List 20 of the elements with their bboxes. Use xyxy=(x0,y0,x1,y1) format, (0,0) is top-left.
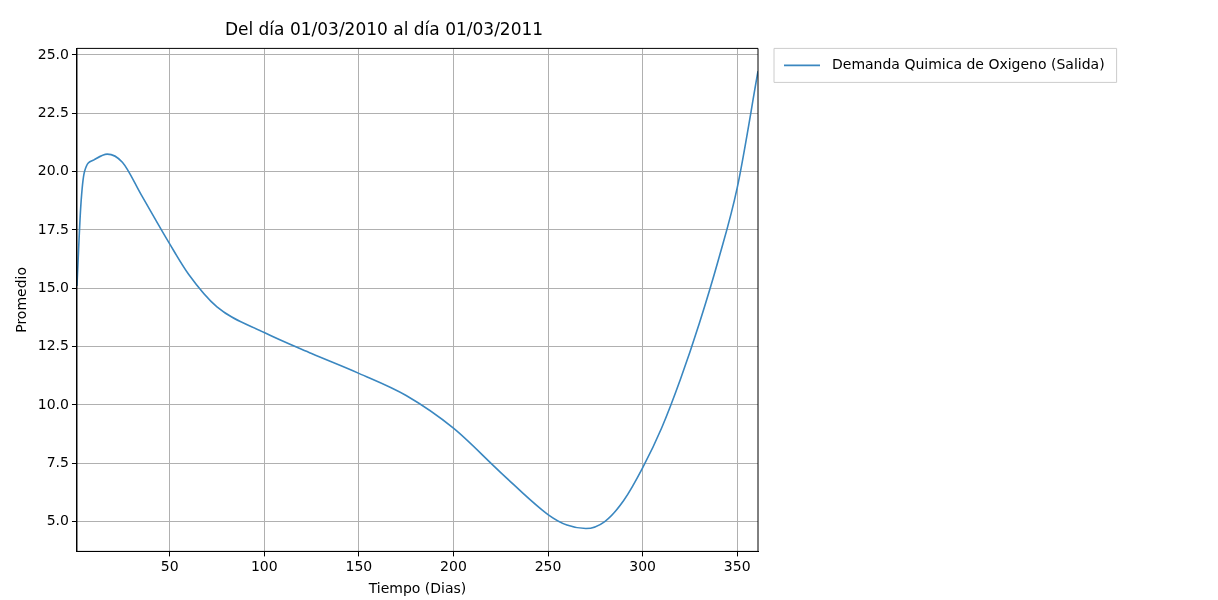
y-tick-label: 7.5 xyxy=(46,453,69,470)
y-tick-label: 12.5 xyxy=(37,337,69,354)
y-tick-label: 25.0 xyxy=(37,45,69,62)
chart-title: Del día 01/03/2010 al día 01/03/2011 xyxy=(224,18,544,39)
x-axis-title: Tiempo (Dias) xyxy=(367,580,467,597)
y-tick-label: 5.0 xyxy=(46,512,69,529)
x-tick-label: 350 xyxy=(723,558,751,575)
y-axis-title: Promedio xyxy=(13,266,30,333)
y-tick-label: 20.0 xyxy=(37,162,69,179)
x-tick-label: 50 xyxy=(160,558,179,575)
y-tick-label: 17.5 xyxy=(37,220,69,237)
x-tick-label: 250 xyxy=(534,558,562,575)
x-tick-label: 150 xyxy=(345,558,373,575)
y-tick-label: 15.0 xyxy=(37,278,69,295)
x-tick-label: 300 xyxy=(629,558,656,575)
legend-label: Demanda Quimica de Oxigeno (Salida) xyxy=(832,56,1105,73)
y-tick-label: 10.0 xyxy=(37,395,69,412)
y-tick-label: 22.5 xyxy=(37,103,69,120)
x-tick-label: 100 xyxy=(250,558,278,575)
x-tick-label: 200 xyxy=(440,558,467,575)
